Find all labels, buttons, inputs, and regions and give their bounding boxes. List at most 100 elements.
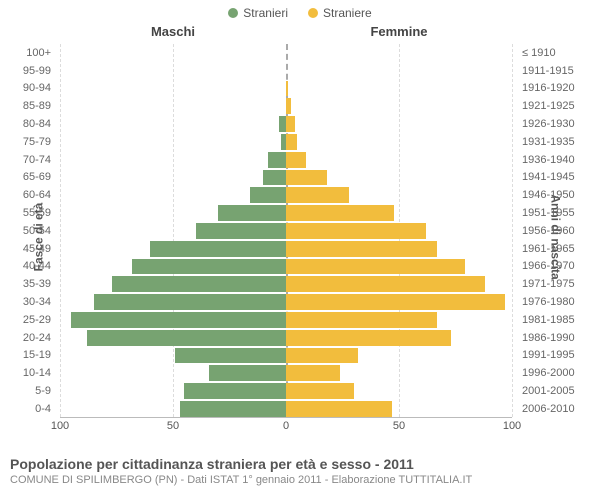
y-tick-right: 1951-1955 (517, 204, 600, 222)
y-tick-left: 40-44 (0, 258, 56, 276)
bar-male (279, 116, 286, 132)
y-tick-right: 1996-2000 (517, 364, 600, 382)
x-tick: 50 (393, 420, 405, 432)
bar-female (286, 170, 327, 186)
bar-row (60, 44, 512, 62)
plot-area (60, 44, 512, 418)
bar-female (286, 223, 426, 239)
y-tick-left: 0-4 (0, 400, 56, 418)
bar-female (286, 365, 340, 381)
bar-row (60, 311, 512, 329)
y-tick-right: 1916-1920 (517, 80, 600, 98)
legend-female-label: Straniere (323, 6, 372, 20)
y-tick-left: 5-9 (0, 382, 56, 400)
y-tick-right: 1911-1915 (517, 62, 600, 80)
bar-male (268, 152, 286, 168)
y-tick-left: 35-39 (0, 275, 56, 293)
y-tick-right: 1926-1930 (517, 115, 600, 133)
x-tick: 100 (51, 420, 69, 432)
y-tick-left: 70-74 (0, 151, 56, 169)
legend-male-label: Stranieri (243, 6, 288, 20)
bar-female (286, 259, 465, 275)
y-axis-left: 100+95-9990-9485-8980-8475-7970-7465-696… (0, 44, 56, 418)
bar-female (286, 312, 437, 328)
column-headers: Maschi Femmine (60, 24, 512, 39)
bar-female (286, 205, 394, 221)
y-tick-right: 1991-1995 (517, 347, 600, 365)
y-tick-left: 65-69 (0, 169, 56, 187)
bar-male (94, 294, 286, 310)
bar-male (112, 276, 286, 292)
female-swatch (308, 8, 318, 18)
y-tick-right: 1981-1985 (517, 311, 600, 329)
bar-female (286, 134, 297, 150)
y-tick-right: 1936-1940 (517, 151, 600, 169)
y-tick-left: 80-84 (0, 115, 56, 133)
bar-row (60, 133, 512, 151)
y-tick-left: 10-14 (0, 364, 56, 382)
grid-line (512, 44, 513, 417)
bar-female (286, 98, 291, 114)
y-tick-right: 2006-2010 (517, 400, 600, 418)
bar-male (71, 312, 286, 328)
y-tick-left: 25-29 (0, 311, 56, 329)
y-tick-right: 1976-1980 (517, 293, 600, 311)
y-tick-left: 60-64 (0, 186, 56, 204)
x-tick: 50 (167, 420, 179, 432)
chart: Maschi Femmine Fasce di età Anni di nasc… (0, 20, 600, 454)
y-tick-left: 85-89 (0, 97, 56, 115)
y-tick-right: 1986-1990 (517, 329, 600, 347)
bar-row (60, 115, 512, 133)
bar-male (218, 205, 286, 221)
y-tick-left: 50-54 (0, 222, 56, 240)
y-tick-left: 75-79 (0, 133, 56, 151)
legend: Stranieri Straniere (0, 0, 600, 20)
bar-female (286, 81, 288, 97)
y-tick-left: 90-94 (0, 80, 56, 98)
bar-row (60, 240, 512, 258)
bar-female (286, 348, 358, 364)
bar-male (87, 330, 286, 346)
bar-male (184, 383, 286, 399)
male-swatch (228, 8, 238, 18)
bar-female (286, 152, 306, 168)
bar-row (60, 382, 512, 400)
bar-row (60, 97, 512, 115)
bar-row (60, 400, 512, 418)
bar-male (263, 170, 286, 186)
bar-female (286, 294, 505, 310)
chart-subtitle: COMUNE DI SPILIMBERGO (PN) - Dati ISTAT … (10, 472, 590, 486)
y-axis-right: ≤ 19101911-19151916-19201921-19251926-19… (517, 44, 600, 418)
y-tick-left: 55-59 (0, 204, 56, 222)
bar-male (150, 241, 286, 257)
y-tick-left: 15-19 (0, 347, 56, 365)
bar-female (286, 276, 485, 292)
bar-male (209, 365, 286, 381)
bar-row (60, 275, 512, 293)
y-tick-right: 1966-1970 (517, 258, 600, 276)
header-male: Maschi (60, 24, 286, 39)
y-tick-left: 30-34 (0, 293, 56, 311)
bar-female (286, 401, 392, 417)
bar-row (60, 329, 512, 347)
bar-male (180, 401, 286, 417)
bar-row (60, 186, 512, 204)
y-tick-right: 1971-1975 (517, 275, 600, 293)
x-tick: 100 (503, 420, 521, 432)
bar-row (60, 62, 512, 80)
bar-female (286, 241, 437, 257)
bar-male (250, 187, 286, 203)
y-tick-right: 1946-1950 (517, 186, 600, 204)
y-tick-right: ≤ 1910 (517, 44, 600, 62)
bar-row (60, 204, 512, 222)
bar-male (196, 223, 286, 239)
footer: Popolazione per cittadinanza straniera p… (0, 454, 600, 486)
bar-female (286, 383, 354, 399)
bar-row (60, 80, 512, 98)
bar-row (60, 364, 512, 382)
bar-male (132, 259, 286, 275)
header-female: Femmine (286, 24, 512, 39)
x-tick: 0 (283, 420, 289, 432)
chart-title: Popolazione per cittadinanza straniera p… (10, 456, 590, 472)
legend-item-female: Straniere (308, 6, 372, 20)
